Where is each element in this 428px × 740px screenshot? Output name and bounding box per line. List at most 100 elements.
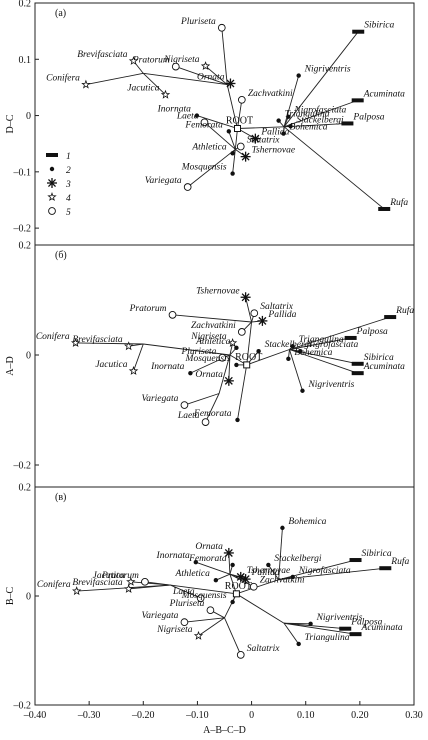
circle-marker bbox=[180, 401, 189, 409]
tree-edge bbox=[85, 72, 144, 86]
species-label: Stackelbergi bbox=[274, 554, 321, 564]
marker bbox=[49, 166, 55, 172]
root-label: ROOT bbox=[235, 352, 262, 363]
species-label: Palposa bbox=[352, 112, 384, 122]
tree-edge bbox=[289, 349, 303, 391]
tree-edge bbox=[184, 617, 225, 623]
species-label: Saltatrix bbox=[247, 644, 281, 654]
marker bbox=[200, 61, 211, 71]
species-label: Nigriseta bbox=[190, 332, 227, 342]
tree-edge bbox=[205, 65, 228, 85]
species-label: Nigrofasciata bbox=[293, 105, 346, 116]
tree-edge bbox=[170, 584, 201, 599]
marker bbox=[183, 183, 192, 191]
species-label: Pratorum bbox=[101, 571, 139, 581]
marker bbox=[250, 133, 261, 144]
species-label: Ornata bbox=[195, 542, 223, 552]
root-label: ROOT bbox=[226, 116, 253, 127]
marker bbox=[257, 315, 268, 326]
tree-edge bbox=[237, 99, 243, 129]
x-axis-label: A–B–C–D bbox=[203, 725, 246, 736]
dot-marker bbox=[281, 131, 286, 136]
tree-edge bbox=[237, 364, 248, 420]
marker bbox=[200, 118, 209, 127]
dot-marker bbox=[256, 348, 261, 354]
species-label: Ornata bbox=[195, 370, 223, 380]
marker bbox=[126, 576, 136, 586]
species-label: Bohemica bbox=[288, 517, 326, 527]
marker bbox=[237, 95, 246, 104]
species-label: Rufa bbox=[389, 197, 408, 208]
bar-marker bbox=[339, 626, 352, 631]
species-label: Acuminata bbox=[361, 623, 403, 633]
marker bbox=[240, 574, 251, 585]
tree-edge bbox=[196, 115, 238, 129]
marker bbox=[217, 23, 226, 32]
marker bbox=[168, 311, 177, 319]
x-tick-label: 0.30 bbox=[405, 710, 423, 721]
marker bbox=[230, 562, 235, 568]
marker bbox=[188, 370, 193, 376]
tree-edge bbox=[278, 576, 293, 581]
species-label: Conifera bbox=[46, 73, 80, 84]
legend-label: 4 bbox=[66, 194, 71, 204]
dot-marker bbox=[188, 370, 193, 376]
species-label: Pluriseta bbox=[180, 347, 216, 357]
species-label: Nigrofasciata bbox=[305, 339, 358, 350]
tree-edge bbox=[133, 343, 144, 372]
species-label: Saltatrix bbox=[260, 302, 294, 312]
marker bbox=[128, 56, 139, 65]
marker bbox=[124, 341, 134, 351]
tree-edge bbox=[142, 73, 166, 96]
star-marker bbox=[193, 630, 204, 640]
circle-marker bbox=[217, 23, 226, 32]
marker bbox=[341, 121, 354, 126]
tree-edge bbox=[144, 581, 171, 586]
marker bbox=[378, 206, 391, 211]
species-label: Sibirica bbox=[362, 549, 392, 559]
species-label: Ornata bbox=[197, 72, 225, 82]
marker bbox=[286, 114, 291, 119]
species-label: Nigriseta bbox=[163, 55, 200, 65]
species-label: Pallida bbox=[267, 310, 296, 320]
circle-marker bbox=[206, 606, 215, 615]
species-label: Pallida bbox=[260, 128, 289, 138]
marker bbox=[240, 151, 251, 162]
species-label: Variegata bbox=[145, 176, 182, 186]
species-label: Mosquensis bbox=[181, 591, 227, 601]
star-marker bbox=[128, 365, 139, 375]
dot-marker bbox=[226, 129, 232, 134]
marker bbox=[72, 586, 82, 596]
species-label: Conifera bbox=[36, 331, 70, 342]
tree-edge bbox=[289, 316, 391, 350]
dot-marker bbox=[286, 114, 291, 119]
species-label: Jacutica bbox=[127, 84, 159, 94]
marker bbox=[276, 118, 281, 123]
asterisk-ray bbox=[241, 152, 250, 161]
asterisk-ray bbox=[251, 134, 260, 143]
star-marker bbox=[160, 89, 171, 99]
dot-marker bbox=[230, 599, 235, 605]
dot-marker bbox=[290, 574, 295, 580]
circle-marker bbox=[48, 207, 56, 215]
species-label: Variegata bbox=[141, 394, 178, 404]
circle-marker bbox=[201, 418, 210, 426]
bar-marker bbox=[351, 98, 364, 103]
x-tick-label: 0.10 bbox=[297, 710, 315, 721]
species-label: Tshernovae bbox=[247, 566, 290, 576]
asterisk-ray bbox=[241, 293, 250, 302]
marker bbox=[349, 558, 362, 563]
dot-marker bbox=[266, 562, 271, 568]
root-node bbox=[243, 361, 251, 369]
marker bbox=[81, 79, 91, 89]
marker bbox=[296, 641, 301, 647]
species-label: Laeta bbox=[177, 411, 200, 421]
tree-edge bbox=[283, 99, 358, 128]
star-marker bbox=[124, 341, 134, 351]
species-label: Stackelbergi bbox=[297, 115, 344, 125]
tree-edge bbox=[175, 66, 228, 86]
species-label: Jacutica bbox=[93, 571, 125, 581]
bar-marker bbox=[341, 121, 354, 126]
species-label: Nigrofasciata bbox=[298, 565, 351, 576]
